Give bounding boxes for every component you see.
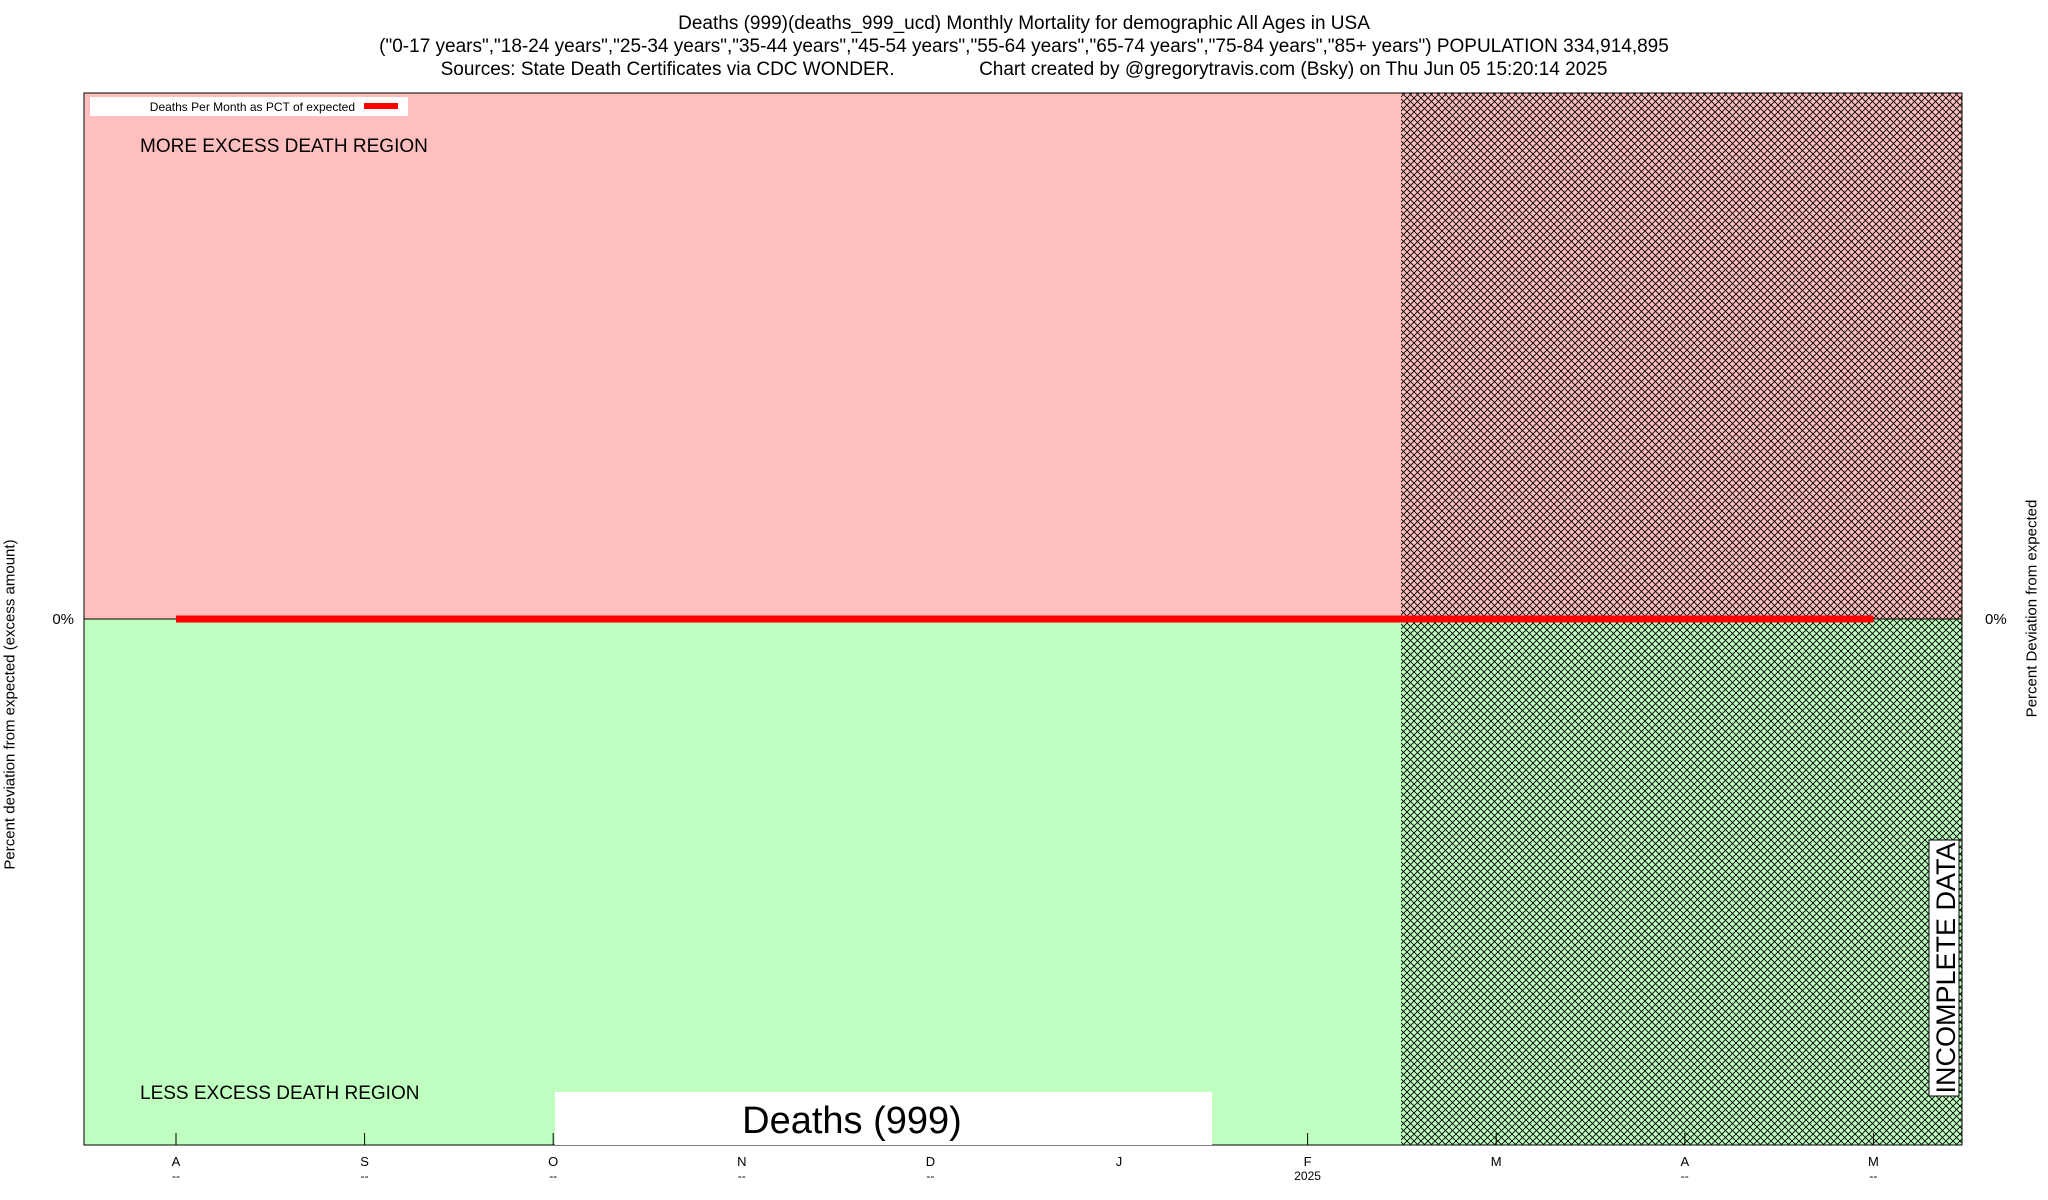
- y-tick-label-left: 0%: [52, 611, 74, 628]
- chart-title: Deaths (999)(deaths_999_ucd) Monthly Mor…: [0, 12, 2048, 81]
- legend-entry-label: Deaths Per Month as PCT of expected: [150, 100, 355, 114]
- x-tick-sublabel-8: --: [1681, 1169, 1689, 1183]
- legend-box: [90, 97, 408, 116]
- x-tick-label-8: A: [1680, 1154, 1689, 1169]
- x-tick-label-2: O: [548, 1154, 558, 1169]
- x-tick-sublabel-3: --: [738, 1169, 746, 1183]
- x-tick-sublabel-2: --: [549, 1169, 557, 1183]
- x-tick-sublabel-0: --: [172, 1169, 180, 1183]
- x-tick-label-0: A: [172, 1154, 181, 1169]
- x-tick-label-9: M: [1868, 1154, 1879, 1169]
- x-tick-label-4: D: [926, 1154, 935, 1169]
- title-line-1: Deaths (999)(deaths_999_ucd) Monthly Mor…: [678, 13, 1370, 34]
- x-tick-sublabel-9: --: [1869, 1169, 1877, 1183]
- incomplete-data-label: INCOMPLETE DATA: [1931, 842, 1961, 1093]
- y-tick-label-right: 0%: [1985, 611, 2007, 628]
- x-tick-label-7: M: [1491, 1154, 1502, 1169]
- less-excess-label: LESS EXCESS DEATH REGION: [140, 1083, 419, 1104]
- overlay-title: Deaths (999): [742, 1100, 962, 1142]
- incomplete-label-box: [1928, 839, 1960, 1097]
- x-tick-label-3: N: [737, 1154, 746, 1169]
- x-tick-sublabel-4: --: [926, 1169, 934, 1183]
- x-tick-label-1: S: [360, 1154, 369, 1169]
- more-excess-label: MORE EXCESS DEATH REGION: [140, 136, 428, 157]
- x-tick-sublabel-1: --: [361, 1169, 369, 1183]
- title-line-2: ("0-17 years","18-24 years","25-34 years…: [379, 36, 1669, 57]
- x-tick-label-6: F: [1304, 1154, 1312, 1169]
- overlay-title-box: [555, 1092, 1212, 1145]
- x-tick-label-5: J: [1116, 1154, 1123, 1169]
- x-tick-sublabel-6: 2025: [1294, 1169, 1321, 1183]
- title-line-3: Sources: State Death Certificates via CD…: [440, 59, 1608, 80]
